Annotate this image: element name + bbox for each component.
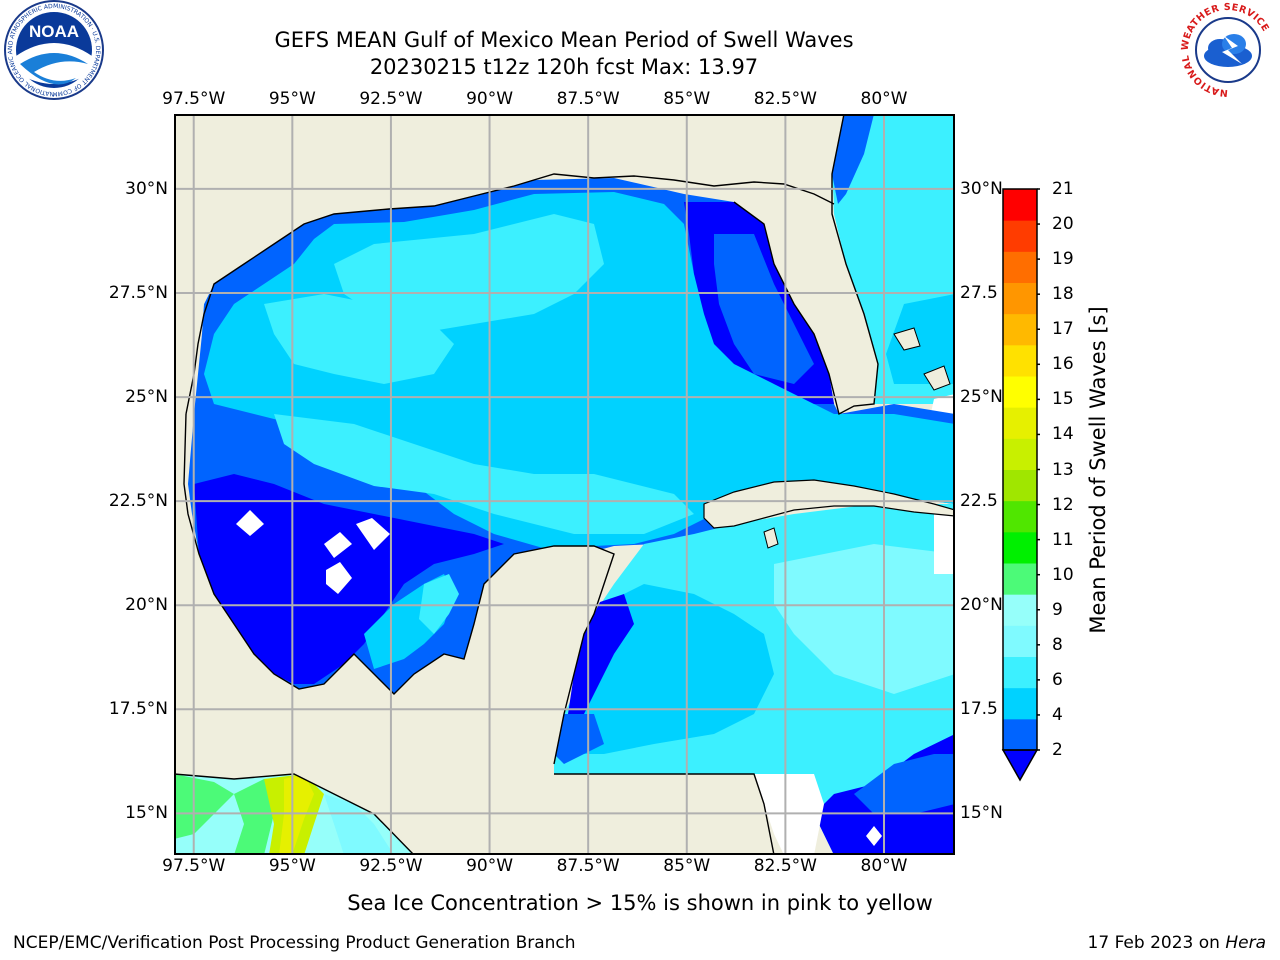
noaa-logo-text: NOAA (29, 22, 79, 41)
lat-tick-right: 27.5 (960, 283, 998, 303)
colorbar-segment (1003, 594, 1037, 626)
lat-tick-right: 17.5 (960, 699, 998, 720)
lat-tick-left: 30°N (125, 178, 168, 199)
lon-tick-top: 85°W (663, 89, 711, 109)
sea-ice-caption: Sea Ice Concentration > 15% is shown in … (347, 891, 933, 915)
colorbar-tick-label: 15 (1052, 389, 1074, 410)
colorbar-tick-label: 2 (1052, 740, 1063, 760)
colorbar-tick-label: 8 (1052, 634, 1063, 655)
gridlines (174, 114, 955, 855)
cuba-land (703, 479, 955, 529)
lon-tick-bottom: 85°W (663, 856, 711, 876)
colorbar-tick-label: 4 (1052, 704, 1063, 725)
lon-tick-top: 90°W (466, 89, 514, 109)
colorbar-segment (1003, 563, 1037, 595)
chart-title: GEFS MEAN Gulf of Mexico Mean Period of … (274, 28, 854, 52)
lon-tick-top: 80°W (860, 89, 908, 109)
colorbar-tick-label: 20 (1052, 214, 1074, 235)
lon-tick-bottom: 92.5°W (359, 856, 423, 876)
lon-tick-bottom: 80°W (860, 856, 908, 876)
lon-tick-top: 95°W (268, 89, 316, 109)
colorbar-tick-label: 17 (1052, 319, 1074, 340)
colorbar-tick-label: 21 (1052, 179, 1074, 199)
colorbar-segment (1003, 687, 1037, 720)
lat-tick-left: 20°N (125, 595, 168, 616)
colorbar-segment (1003, 313, 1037, 346)
colorbar-segment (1003, 407, 1037, 439)
colorbar-segment (1003, 718, 1037, 751)
lat-tick-left: 17.5°N (108, 699, 168, 720)
footer-right: 17 Feb 2023 on Hera (1087, 933, 1266, 953)
lon-tick-bottom: 95°W (268, 856, 316, 876)
colorbar-segment (1003, 531, 1037, 564)
colorbar-tick-label: 14 (1052, 424, 1074, 445)
lat-tick-right: 30°N (960, 178, 1003, 199)
colorbar-tick-label: 16 (1052, 354, 1074, 375)
colorbar-segment (1003, 251, 1037, 283)
map-frame (174, 114, 955, 855)
map-plot (174, 114, 955, 855)
colorbar-tick-label: 11 (1052, 529, 1074, 550)
colorbar-extend-arrow (1001, 749, 1039, 782)
colorbar-segment (1003, 189, 1037, 221)
lat-tick-right: 20°N (960, 595, 1003, 616)
chart-subtitle: 20230215 t12z 120h fcst Max: 13.97 (369, 55, 759, 79)
colorbar-segment (1003, 344, 1037, 377)
colorbar-segment (1003, 500, 1037, 533)
lat-tick-left: 25°N (125, 387, 168, 408)
lon-tick-top: 92.5°W (359, 89, 423, 109)
colorbar-segment (1003, 469, 1037, 502)
lat-tick-right: 25°N (960, 387, 1003, 408)
colorbar-segment (1003, 438, 1037, 470)
colorbar-tick-label: 13 (1052, 459, 1074, 480)
colorbar-segment (1003, 282, 1037, 315)
lon-tick-bottom: 82.5°W (753, 856, 817, 876)
lon-tick-top: 82.5°W (753, 89, 817, 109)
colorbar-segment (1003, 220, 1037, 252)
lon-tick-bottom: 87.5°W (556, 856, 620, 876)
nws-logo-icon: NATIONAL WEATHER SERVICE (1180, 2, 1274, 98)
lon-tick-top: 97.5°W (162, 89, 226, 109)
footer-left: NCEP/EMC/Verification Post Processing Pr… (13, 933, 576, 953)
colorbar-tick-label: 9 (1052, 599, 1063, 620)
colorbar-tick-label: 6 (1052, 669, 1063, 690)
lon-tick-top: 87.5°W (556, 89, 620, 109)
lon-tick-bottom: 90°W (466, 856, 514, 876)
colorbar-label: Mean Period of Swell Waves [s] (1086, 306, 1110, 634)
lat-tick-left: 15°N (125, 803, 168, 824)
lat-tick-right: 15°N (960, 803, 1003, 824)
lat-tick-right: 22.5 (960, 491, 998, 512)
noaa-logo-icon: NOAA NATIONAL OCEANIC AND ATMOSPHERIC AD… (0, 0, 104, 100)
colorbar (1001, 188, 1040, 782)
colorbar-tick-label: 19 (1052, 249, 1074, 270)
lat-tick-left: 27.5°N (108, 283, 168, 303)
colorbar-segment (1003, 376, 1037, 408)
colorbar-segment (1003, 656, 1037, 689)
colorbar-segment (1003, 625, 1037, 657)
colorbar-tick-label: 10 (1052, 564, 1074, 585)
colorbar-tick-label: 12 (1052, 494, 1074, 515)
lat-tick-left: 22.5°N (108, 491, 168, 512)
lon-tick-bottom: 97.5°W (162, 856, 226, 876)
colorbar-tick-label: 18 (1052, 284, 1074, 305)
